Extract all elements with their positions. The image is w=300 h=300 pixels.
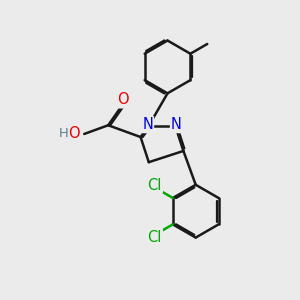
Text: O: O [117,92,129,107]
Text: N: N [171,117,182,132]
Text: Cl: Cl [148,230,162,245]
Text: O: O [68,127,80,142]
Text: N: N [142,117,153,132]
Text: Cl: Cl [148,178,162,193]
Text: H: H [59,128,69,140]
